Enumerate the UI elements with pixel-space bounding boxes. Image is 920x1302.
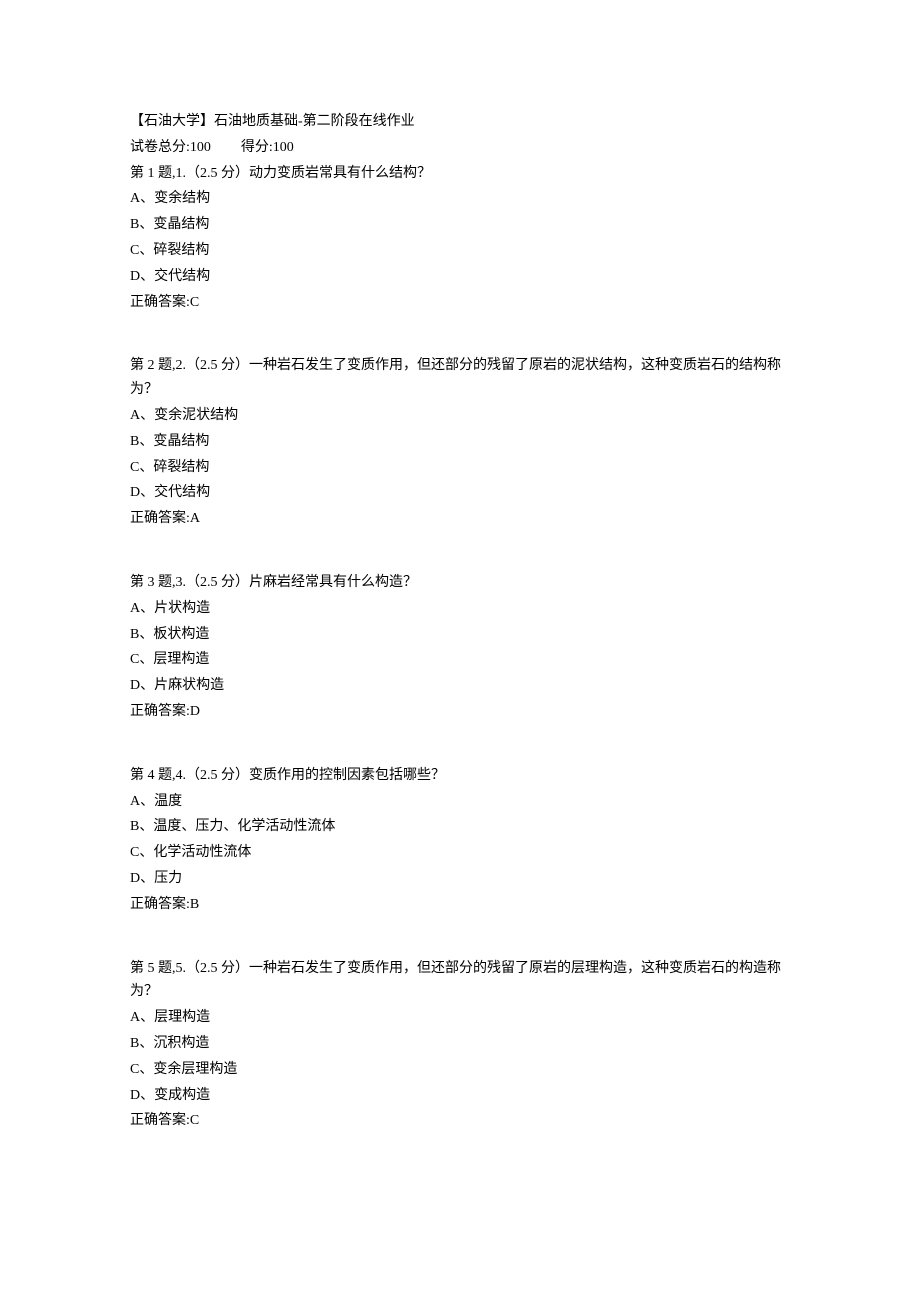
correct-answer: 正确答案:D: [130, 700, 790, 724]
option-b: B、变晶结构: [130, 213, 790, 237]
option-a: A、片状构造: [130, 597, 790, 621]
total-label: 试卷总分:: [130, 140, 190, 155]
question-prompt: 第 4 题,4.（2.5 分）变质作用的控制因素包括哪些？: [130, 764, 790, 788]
option-c: C、化学活动性流体: [130, 841, 790, 865]
option-a: A、变余泥状结构: [130, 404, 790, 428]
option-d: D、压力: [130, 867, 790, 891]
correct-answer: 正确答案:C: [130, 291, 790, 315]
question-5: 第 5 题,5.（2.5 分）一种岩石发生了变质作用，但还部分的残留了原岩的层理…: [130, 957, 790, 1134]
option-b: B、温度、压力、化学活动性流体: [130, 815, 790, 839]
option-d: D、交代结构: [130, 481, 790, 505]
option-d: D、交代结构: [130, 265, 790, 289]
option-c: C、变余层理构造: [130, 1058, 790, 1082]
score-line: 试卷总分:100得分:100: [130, 136, 790, 160]
correct-answer: 正确答案:A: [130, 507, 790, 531]
option-a: A、温度: [130, 790, 790, 814]
question-1: 第 1 题,1.（2.5 分）动力变质岩常具有什么结构？ A、变余结构 B、变晶…: [130, 162, 790, 315]
question-prompt: 第 1 题,1.（2.5 分）动力变质岩常具有什么结构？: [130, 162, 790, 186]
question-3: 第 3 题,3.（2.5 分）片麻岩经常具有什么构造？ A、片状构造 B、板状构…: [130, 571, 790, 724]
option-a: A、变余结构: [130, 187, 790, 211]
option-c: C、层理构造: [130, 648, 790, 672]
option-d: D、变成构造: [130, 1084, 790, 1108]
question-2: 第 2 题,2.（2.5 分）一种岩石发生了变质作用，但还部分的残留了原岩的泥状…: [130, 354, 790, 531]
question-4: 第 4 题,4.（2.5 分）变质作用的控制因素包括哪些？ A、温度 B、温度、…: [130, 764, 790, 917]
total-value: 100: [190, 140, 211, 155]
correct-answer: 正确答案:B: [130, 893, 790, 917]
option-a: A、层理构造: [130, 1006, 790, 1030]
option-b: B、板状构造: [130, 623, 790, 647]
score-value: 100: [273, 140, 294, 155]
option-d: D、片麻状构造: [130, 674, 790, 698]
option-c: C、碎裂结构: [130, 456, 790, 480]
exam-title: 【石油大学】石油地质基础-第二阶段在线作业: [130, 110, 790, 134]
option-b: B、变晶结构: [130, 430, 790, 454]
correct-answer: 正确答案:C: [130, 1109, 790, 1133]
question-prompt: 第 5 题,5.（2.5 分）一种岩石发生了变质作用，但还部分的残留了原岩的层理…: [130, 957, 790, 1005]
option-c: C、碎裂结构: [130, 239, 790, 263]
option-b: B、沉积构造: [130, 1032, 790, 1056]
question-prompt: 第 3 题,3.（2.5 分）片麻岩经常具有什么构造？: [130, 571, 790, 595]
score-label: 得分:: [241, 140, 273, 155]
question-prompt: 第 2 题,2.（2.5 分）一种岩石发生了变质作用，但还部分的残留了原岩的泥状…: [130, 354, 790, 402]
